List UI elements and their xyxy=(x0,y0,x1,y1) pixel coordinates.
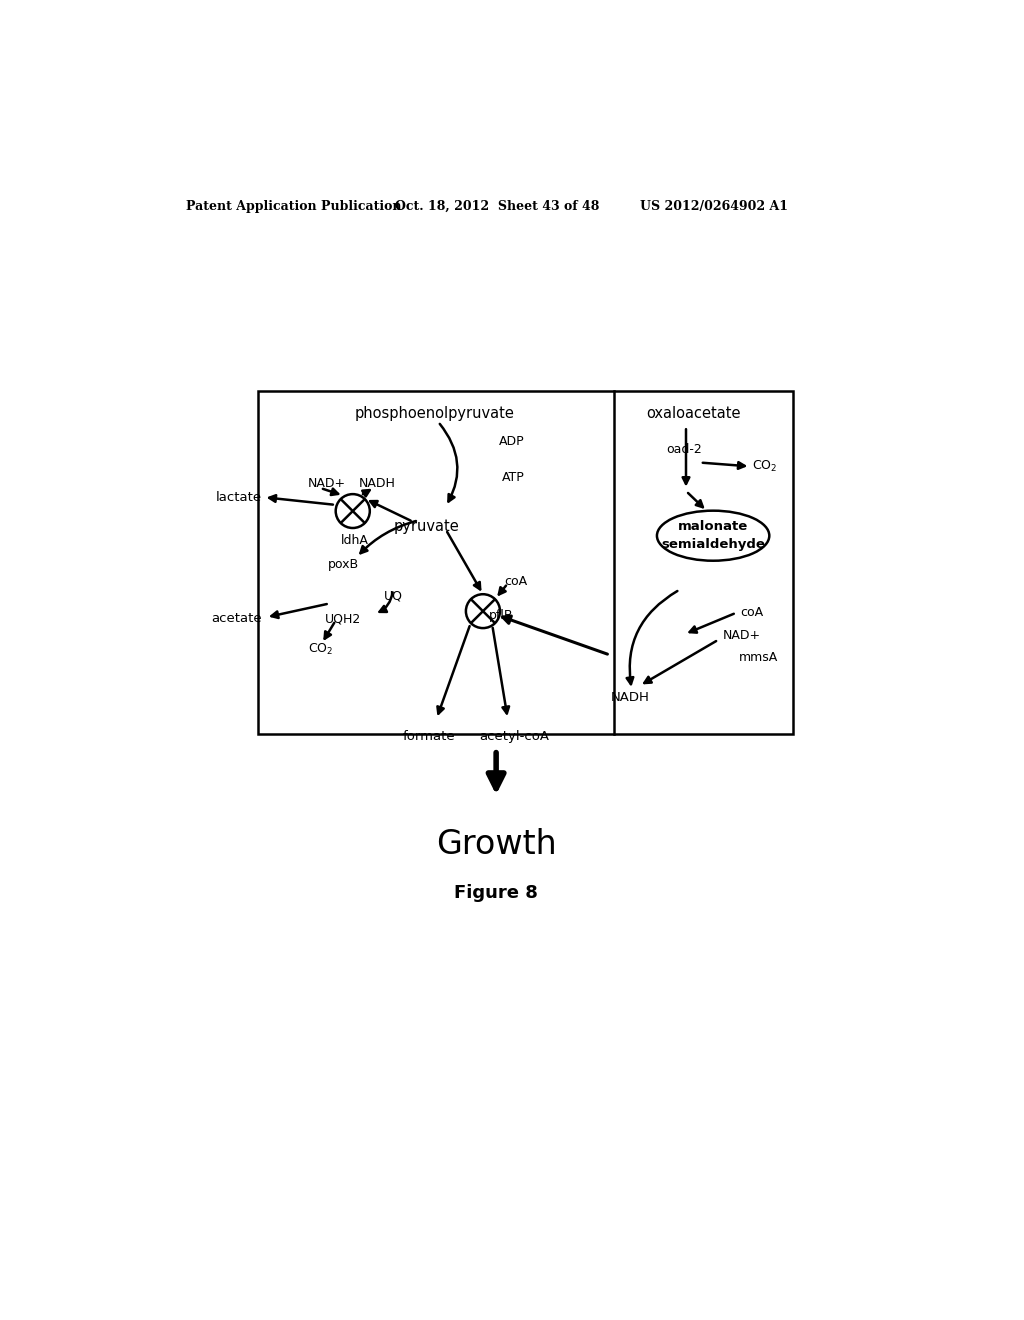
Text: ATP: ATP xyxy=(502,471,524,484)
Text: NADH: NADH xyxy=(610,690,649,704)
Text: lactate: lactate xyxy=(216,491,262,504)
Bar xyxy=(258,391,793,734)
Text: acetate: acetate xyxy=(211,612,262,626)
Text: Oct. 18, 2012  Sheet 43 of 48: Oct. 18, 2012 Sheet 43 of 48 xyxy=(395,199,600,213)
Text: UQH2: UQH2 xyxy=(326,612,361,626)
Text: pyruvate: pyruvate xyxy=(393,519,459,533)
Text: oad-2: oad-2 xyxy=(667,444,702,455)
Text: malonate: malonate xyxy=(678,520,749,533)
Text: CO$_2$: CO$_2$ xyxy=(307,642,333,657)
Text: formate: formate xyxy=(402,730,455,743)
Text: coA: coA xyxy=(504,576,527,589)
Text: Patent Application Publication: Patent Application Publication xyxy=(186,199,401,213)
Text: UQ: UQ xyxy=(384,589,402,602)
Text: mmsA: mmsA xyxy=(738,651,778,664)
Text: US 2012/0264902 A1: US 2012/0264902 A1 xyxy=(640,199,787,213)
Text: ADP: ADP xyxy=(499,436,524,449)
Ellipse shape xyxy=(657,511,769,561)
Text: Figure 8: Figure 8 xyxy=(455,884,538,902)
Text: Growth: Growth xyxy=(436,829,556,862)
Text: phosphoenolpyruvate: phosphoenolpyruvate xyxy=(354,407,514,421)
Text: oxaloacetate: oxaloacetate xyxy=(646,407,741,421)
Text: pflB: pflB xyxy=(489,609,514,622)
Text: NAD+: NAD+ xyxy=(723,630,761,643)
Text: CO$_2$: CO$_2$ xyxy=(752,459,777,474)
Text: NADH: NADH xyxy=(359,477,396,490)
Text: ldhA: ldhA xyxy=(341,535,369,548)
Text: coA: coA xyxy=(740,606,763,619)
Text: poxB: poxB xyxy=(328,558,359,572)
Text: NAD+: NAD+ xyxy=(308,477,346,490)
Text: semialdehyde: semialdehyde xyxy=(662,539,765,552)
Text: acetyl-coA: acetyl-coA xyxy=(479,730,549,743)
